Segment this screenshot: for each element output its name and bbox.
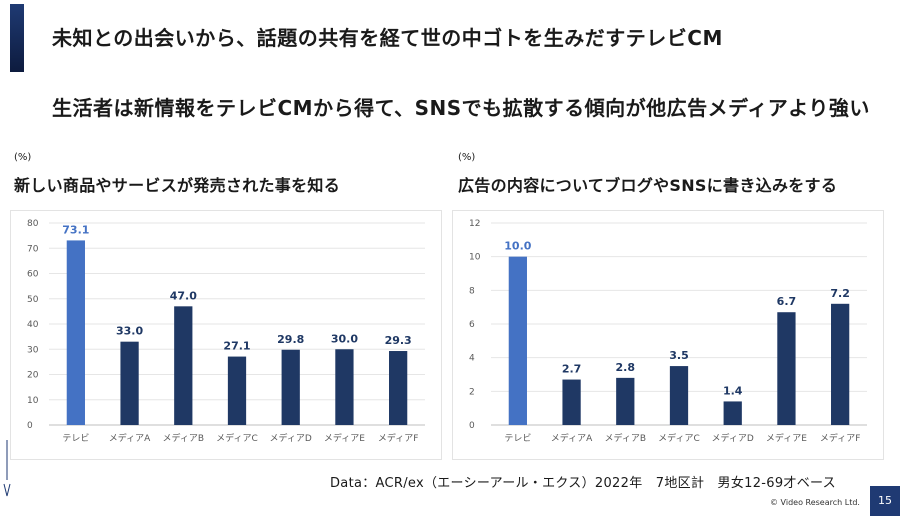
- bar: [508, 256, 527, 425]
- bar: [616, 377, 635, 425]
- data-label: 7.2: [830, 287, 850, 300]
- x-tick-label: テレビ: [504, 433, 531, 444]
- bar: [723, 401, 742, 425]
- title-accent-bar: [10, 4, 24, 72]
- y-tick-label: 0: [27, 421, 33, 431]
- x-tick-label: メディアC: [658, 432, 700, 444]
- chart1-title: 新しい商品やサービスが発売された事を知る: [14, 176, 341, 195]
- y-tick-label: 20: [27, 371, 39, 381]
- x-tick-label: メディアD: [712, 432, 754, 444]
- y-tick-label: 10: [469, 253, 481, 263]
- data-label: 29.8: [277, 333, 304, 346]
- chart2-svg: 0 2 4 6 8 10 12 10.0 テレビ 2.7 メディアA 2.8 メディアB 3.5 メディアC…: [469, 219, 867, 444]
- x-tick-label: テレビ: [62, 433, 89, 444]
- chart2-frame: 0 2 4 6 8 10 12 10.0 テレビ 2.7 メディアA 2.8 メディアB 3.5 メディアC…: [452, 210, 884, 460]
- y-tick-label: 12: [469, 219, 480, 229]
- y-tick-label: 0: [469, 421, 475, 431]
- bar: [777, 312, 796, 425]
- chart1-unit: (%): [14, 152, 32, 163]
- x-tick-label: メディアA: [109, 432, 151, 444]
- y-tick-label: 40: [27, 320, 39, 330]
- data-label: 73.1: [62, 223, 89, 236]
- y-tick-label: 10: [27, 396, 39, 406]
- data-label: 1.4: [723, 384, 743, 397]
- data-label: 2.8: [616, 361, 636, 374]
- data-label: 33.0: [116, 325, 143, 338]
- x-tick-label: メディアB: [605, 432, 647, 444]
- bar: [227, 356, 247, 425]
- slide-title: 未知との出会いから、話題の共有を経て世の中ゴトを生みだすテレビCM: [52, 26, 723, 50]
- page-number: 15: [870, 486, 900, 516]
- chart2-unit: (%): [458, 152, 476, 163]
- x-tick-label: メディアF: [378, 432, 419, 444]
- x-tick-label: メディアE: [324, 432, 365, 444]
- bar: [281, 349, 300, 425]
- chart1-frame: 0 10 20 30 40 50 60 70 80 73.1 テレビ 33.0 メディアA 47.0 メディ…: [10, 210, 442, 460]
- bar: [831, 303, 850, 425]
- chart2-title: 広告の内容についてブログやSNSに書き込みをする: [458, 176, 838, 195]
- y-tick-label: 2: [469, 387, 475, 397]
- bar: [562, 379, 581, 425]
- data-label: 3.5: [669, 349, 689, 362]
- y-tick-label: 50: [27, 295, 39, 305]
- y-tick-label: 8: [469, 286, 475, 296]
- bar: [335, 349, 354, 425]
- x-tick-label: メディアA: [551, 432, 593, 444]
- data-label: 47.0: [170, 289, 197, 302]
- data-label: 10.0: [504, 240, 531, 253]
- y-tick-label: 30: [27, 345, 39, 355]
- side-logo-icon: [3, 440, 11, 497]
- y-tick-label: 60: [27, 270, 39, 280]
- bar: [174, 306, 193, 425]
- bar: [389, 351, 408, 425]
- bar: [66, 240, 85, 425]
- x-tick-label: メディアE: [766, 432, 807, 444]
- data-label: 30.0: [331, 332, 358, 345]
- y-tick-label: 80: [27, 219, 39, 229]
- data-label: 2.7: [562, 363, 582, 376]
- bar: [669, 366, 689, 425]
- y-tick-label: 4: [469, 354, 475, 364]
- bar: [120, 341, 139, 425]
- data-source: Data：ACR/ex（エーシーアール・エクス）2022年 7地区計 男女12-…: [330, 476, 836, 491]
- y-tick-label: 70: [27, 244, 39, 254]
- slide-subtitle: 生活者は新情報をテレビCMから得て、SNSでも拡散する傾向が他広告メディアより強…: [52, 96, 870, 120]
- data-label: 29.3: [385, 334, 412, 347]
- x-tick-label: メディアC: [216, 432, 258, 444]
- x-tick-label: メディアB: [163, 432, 205, 444]
- x-tick-label: メディアD: [270, 432, 312, 444]
- y-tick-label: 6: [469, 320, 475, 330]
- copyright: © Video Research Ltd.: [770, 498, 860, 507]
- data-label: 6.7: [777, 295, 797, 308]
- chart1-svg: 0 10 20 30 40 50 60 70 80 73.1 テレビ 33.0 メディアA 47.0 メディ…: [27, 219, 425, 444]
- data-label: 27.1: [223, 340, 250, 353]
- x-tick-label: メディアF: [820, 432, 861, 444]
